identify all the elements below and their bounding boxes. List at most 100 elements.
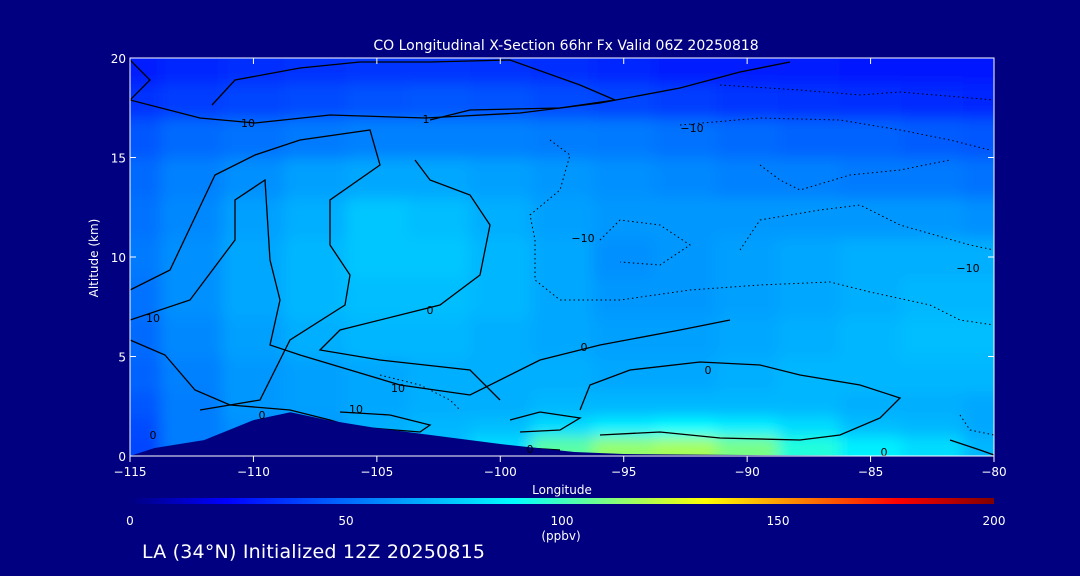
heatmap-cell — [778, 237, 841, 278]
heatmap-cell — [130, 197, 162, 239]
heatmap-cell — [839, 416, 903, 438]
heatmap-cell — [222, 197, 286, 239]
contour-label: −10 — [571, 232, 594, 245]
contour-line — [130, 59, 791, 124]
contour-line — [949, 439, 994, 456]
heatmap-cell — [716, 197, 779, 239]
heatmap-cell — [469, 316, 533, 358]
heatmap-cell — [901, 197, 965, 239]
heatmap-cell — [901, 356, 965, 393]
heatmap-cell — [284, 391, 347, 418]
heatmap-cell — [346, 157, 409, 199]
heatmap-cell — [407, 237, 471, 278]
heatmap-cell — [531, 416, 594, 438]
contour-line — [579, 361, 902, 441]
x-tick-label: −110 — [237, 465, 270, 479]
colorbar-ticks: 0 50 100 150 200 — [126, 514, 1005, 528]
heatmap-cell — [531, 237, 594, 278]
x-tick-label: −90 — [734, 465, 759, 479]
heatmap-cell — [407, 117, 471, 159]
heatmap-cell — [778, 117, 841, 159]
contour-line — [509, 411, 582, 433]
heatmap-cell — [160, 237, 224, 278]
heatmap-cell — [592, 197, 656, 239]
heatmap-cell — [160, 117, 224, 159]
heatmap-cell — [284, 356, 347, 393]
heatmap-cell — [901, 436, 965, 456]
chart-title: CO Longitudinal X-Section 66hr Fx Valid … — [373, 38, 758, 54]
heatmap-cell — [963, 197, 994, 239]
init-caption: LA (34°N) Initialized 12Z 20250815 — [142, 541, 486, 563]
heatmap-field — [130, 58, 994, 456]
heatmap-cell — [407, 391, 471, 418]
heatmap-cell — [284, 82, 347, 119]
y-tick-label: 20 — [111, 52, 126, 66]
heatmap-cell — [592, 436, 656, 456]
x-axis-label: Longitude — [532, 483, 592, 497]
heatmap-cell — [469, 391, 533, 418]
heatmap-cell — [901, 237, 965, 278]
heatmap-cell — [160, 197, 224, 239]
contour-label: 0 — [259, 409, 266, 422]
heatmap-cell — [963, 157, 994, 199]
heatmap-cell — [592, 237, 656, 278]
heatmap-cell — [901, 416, 965, 438]
contour-label: 10 — [146, 312, 160, 325]
heatmap-cell — [160, 82, 224, 119]
heatmap-cell — [963, 356, 994, 393]
heatmap-cell — [160, 316, 224, 358]
heatmap-cell — [901, 157, 965, 199]
heatmap-cell — [160, 391, 224, 418]
heatmap-cell — [592, 82, 656, 119]
heatmap-cell — [963, 436, 994, 456]
heatmap-cell — [654, 276, 718, 318]
x-tick-label: −100 — [484, 465, 517, 479]
heatmap-cell — [778, 316, 841, 358]
heatmap-cell — [407, 197, 471, 239]
heatmap-cell — [716, 436, 779, 456]
contour-line — [130, 178, 731, 396]
contour-label: −10 — [680, 122, 703, 135]
heatmap-cell — [839, 197, 903, 239]
heatmap-cell — [654, 416, 718, 438]
contour-label: 10 — [349, 403, 363, 416]
colorbar-tick-label: 200 — [983, 514, 1006, 528]
contour-label: 10 — [241, 117, 255, 130]
heatmap-cell — [778, 276, 841, 318]
heatmap-cell — [716, 157, 779, 199]
contour-line — [529, 139, 994, 326]
contour-label: −10 — [956, 262, 979, 275]
heatmap-cell — [901, 58, 965, 84]
heatmap-cell — [284, 58, 347, 84]
x-tick-label: −115 — [114, 465, 147, 479]
heatmap-cell — [346, 276, 409, 318]
heatmap-cell — [778, 58, 841, 84]
heatmap-cell — [222, 237, 286, 278]
heatmap-cell — [778, 82, 841, 119]
heatmap-cell — [963, 316, 994, 358]
contour-line — [130, 129, 381, 411]
heatmap-cell — [130, 82, 162, 119]
heatmap-cell — [839, 316, 903, 358]
heatmap-cell — [716, 391, 779, 418]
heatmap-cell — [469, 416, 533, 438]
heatmap-cell — [222, 276, 286, 318]
x-tick-label: −95 — [611, 465, 636, 479]
heatmap-cell — [284, 276, 347, 318]
heatmap-cell — [654, 237, 718, 278]
heatmap-cell — [222, 82, 286, 119]
heatmap-cell — [839, 117, 903, 159]
contour-line — [679, 117, 991, 151]
heatmap-cell — [654, 157, 718, 199]
heatmap-cell — [654, 391, 718, 418]
heatmap-cell — [469, 237, 533, 278]
heatmap-cell — [654, 197, 718, 239]
contour-line — [739, 204, 994, 251]
heatmap-cell — [592, 391, 656, 418]
heatmap-cell — [469, 356, 533, 393]
heatmap-cell — [592, 276, 656, 318]
heatmap-cell — [778, 356, 841, 393]
heatmap-cell — [160, 416, 224, 438]
heatmap-cell — [716, 316, 779, 358]
heatmap-cell — [469, 157, 533, 199]
